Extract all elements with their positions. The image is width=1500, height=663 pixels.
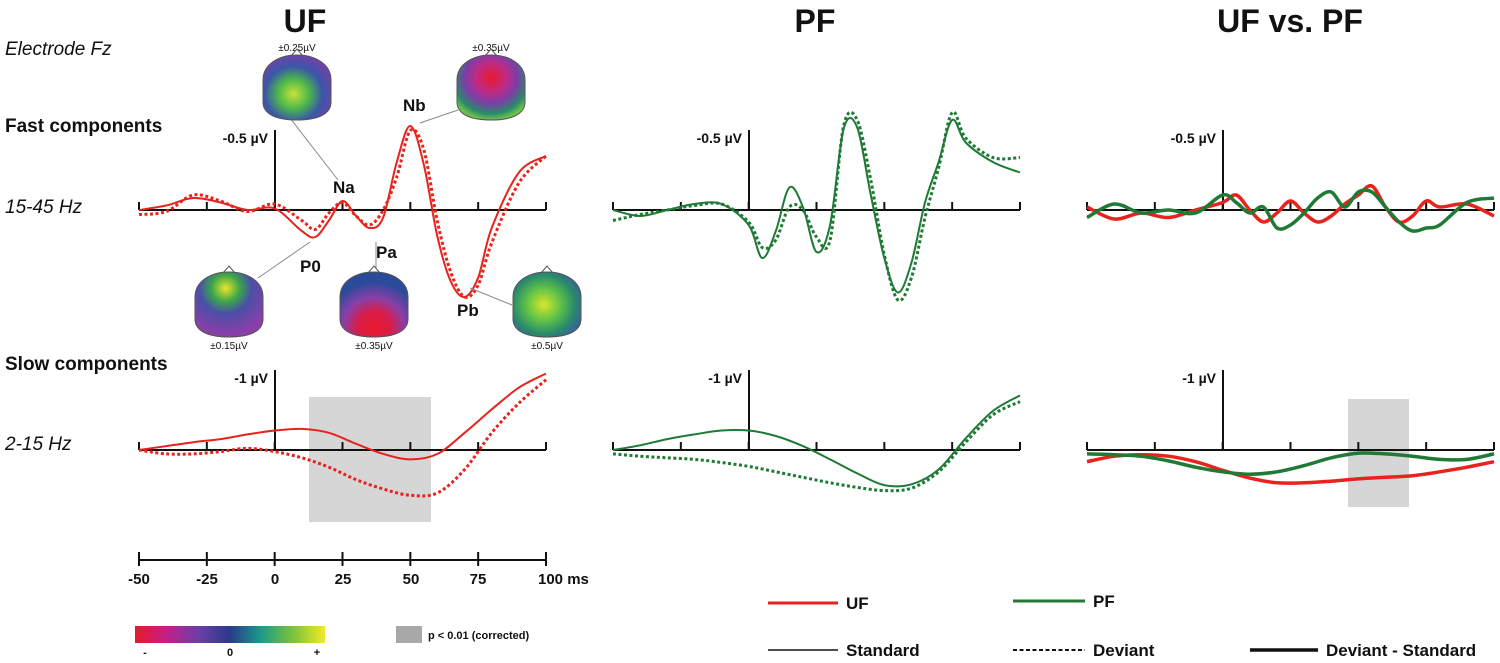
colorbar-mid: 0 xyxy=(227,647,233,659)
y-unit-uf-fast: -0.5 µV xyxy=(223,130,269,146)
series-line-deviant xyxy=(612,110,1021,303)
tick-label-minus25: -25 xyxy=(196,571,218,588)
legend: UF PF Standard Deviant Deviant - Standar… xyxy=(768,592,1476,660)
label-slow-components: Slow components xyxy=(5,354,168,375)
label-electrode: Electrode Fz xyxy=(5,39,112,60)
y-unit-diff-fast: -0.5 µV xyxy=(1171,130,1217,146)
series-line-pf xyxy=(1086,188,1495,233)
y-unit-pf-fast: -0.5 µV xyxy=(697,130,743,146)
label-slow-band: 2-15 Hz xyxy=(4,434,72,455)
time-axis: -50 -25 0 25 50 75 100 ms xyxy=(128,552,589,588)
topomap-scale-pb: ±0.5µV xyxy=(531,341,563,352)
axes-diff-fast xyxy=(1086,130,1495,211)
y-unit-diff-slow: -1 µV xyxy=(1182,370,1216,386)
tick-label-50: 50 xyxy=(403,571,420,588)
topomap-nb: ±0.35µV xyxy=(456,43,526,121)
topomap-pb: ±0.5µV xyxy=(512,265,582,352)
tick-label-75: 75 xyxy=(470,571,487,588)
tick-label-25: 25 xyxy=(335,571,352,588)
title-pf: PF xyxy=(795,3,836,39)
series-line-uf xyxy=(1086,452,1495,485)
series-line-deviant xyxy=(138,378,547,498)
topomap-scale-pa: ±0.35µV xyxy=(355,341,393,352)
topomap-p0: ±0.15µV xyxy=(194,265,264,352)
tick-label-0: 0 xyxy=(271,571,279,588)
series-line-standard xyxy=(138,125,547,299)
title-uf-vs-pf: UF vs. PF xyxy=(1217,3,1363,39)
colorbar-min: - xyxy=(143,647,147,659)
peak-label-na: Na xyxy=(333,178,355,197)
peak-label-nb: Nb xyxy=(403,96,426,115)
label-fast-components: Fast components xyxy=(5,116,162,137)
significance-legend: p < 0.01 (corrected) xyxy=(396,626,530,643)
legend-label-pf: PF xyxy=(1093,592,1115,611)
label-fast-band: 15-45 Hz xyxy=(5,197,83,218)
topomap-scale-p0: ±0.15µV xyxy=(210,341,248,352)
topomap-leader-lines xyxy=(257,109,513,306)
topomap-pa: ±0.35µV xyxy=(339,265,409,352)
series-line-standard xyxy=(138,372,547,461)
legend-label-uf: UF xyxy=(846,594,869,613)
colorbar-max: + xyxy=(314,647,320,659)
peak-label-pa: Pa xyxy=(376,243,397,262)
colorbar: - 0 + xyxy=(135,626,325,659)
series-line-standard xyxy=(612,394,1021,488)
title-uf: UF xyxy=(284,3,327,39)
series-line-uf xyxy=(1086,183,1495,225)
axes-uf-slow xyxy=(138,370,547,451)
topomap-na: ±0.25µV xyxy=(262,43,332,121)
peak-label-p0: P0 xyxy=(300,257,321,276)
axes-pf-slow xyxy=(612,370,1021,451)
axes-pf-fast xyxy=(612,130,1021,211)
series-line-deviant xyxy=(612,400,1021,493)
series-line-deviant xyxy=(138,127,548,299)
legend-label-standard: Standard xyxy=(846,641,920,660)
significance-label: p < 0.01 (corrected) xyxy=(428,630,530,642)
axes-diff-slow xyxy=(1086,370,1495,451)
y-unit-pf-slow: -1 µV xyxy=(708,370,742,386)
tick-label-minus50: -50 xyxy=(128,571,150,588)
legend-label-diff: Deviant - Standard xyxy=(1326,641,1476,660)
y-unit-uf-slow: -1 µV xyxy=(234,370,268,386)
peak-label-pb: Pb xyxy=(457,301,479,320)
tick-label-100: 100 ms xyxy=(538,571,589,588)
legend-label-deviant: Deviant xyxy=(1093,641,1155,660)
series-line-pf xyxy=(1086,451,1495,476)
